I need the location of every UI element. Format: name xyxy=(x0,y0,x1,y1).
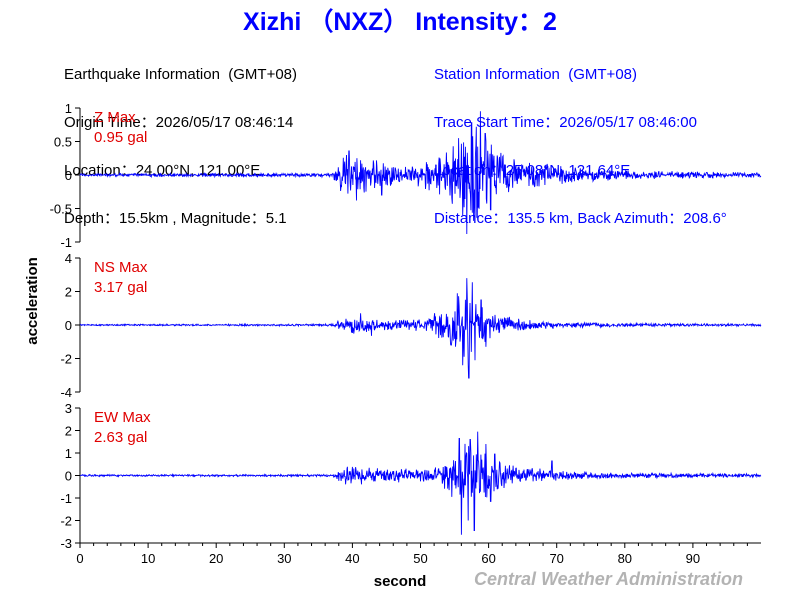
ew-y-tick-label: 0 xyxy=(65,469,72,484)
depth-magnitude: Depth：15.5km , Magnitude：5.1 xyxy=(64,210,287,227)
ew-waveform xyxy=(79,431,762,535)
ns-y-tick-label: 4 xyxy=(65,251,72,266)
distance-azimuth: Distance：135.5 km, Back Azimuth：208.6° xyxy=(434,210,727,227)
ew-y-tick-label: -2 xyxy=(60,514,72,529)
z-y-tick-label: 1 xyxy=(65,101,72,116)
ns-y-tick-label: 2 xyxy=(65,285,72,300)
ew-max-label: EW Max xyxy=(94,409,151,426)
x-axis-title: second xyxy=(374,573,427,590)
ew-y-tick-label: 3 xyxy=(65,401,72,416)
ns-y-tick-label: -4 xyxy=(60,385,72,400)
x-tick-label: 70 xyxy=(549,551,563,566)
ew-max-value: 2.63 gal xyxy=(94,429,147,446)
ew-y-tick-label: 2 xyxy=(65,424,72,439)
ew-y-tick-label: -3 xyxy=(60,536,72,551)
x-tick-label: 20 xyxy=(209,551,223,566)
ns-max-value: 3.17 gal xyxy=(94,279,147,296)
x-tick-label: 80 xyxy=(618,551,632,566)
x-tick-label: 50 xyxy=(413,551,427,566)
z-y-tick-label: 0 xyxy=(65,168,72,183)
ns-y-tick-label: -2 xyxy=(60,352,72,367)
z-y-tick-label: -0.5 xyxy=(50,202,72,217)
station-info-heading: Station Information (GMT+08) xyxy=(434,66,637,83)
z-max-value: 0.95 gal xyxy=(94,129,147,146)
earthquake-info-heading: Earthquake Information (GMT+08) xyxy=(64,66,298,83)
trace-start-time: Trace Start Time：2026/05/17 08:46:00 xyxy=(434,114,697,131)
x-tick-label: 60 xyxy=(481,551,495,566)
ns-y-tick-label: 0 xyxy=(65,318,72,333)
ew-y-tick-label: 1 xyxy=(65,446,72,461)
chart-title: Xizhi （NXZ） Intensity：2 xyxy=(243,8,557,36)
ew-y-tick-label: -1 xyxy=(60,491,72,506)
origin-time: Origin Time：2026/05/17 08:46:14 xyxy=(64,114,294,131)
x-tick-label: 40 xyxy=(345,551,359,566)
y-axis-title: acceleration xyxy=(24,257,41,345)
z-y-tick-label: -1 xyxy=(60,235,72,250)
x-tick-label: 0 xyxy=(76,551,83,566)
x-tick-label: 30 xyxy=(277,551,291,566)
z-max-label: Z Max xyxy=(94,109,136,126)
x-tick-label: 90 xyxy=(686,551,700,566)
x-tick-label: 10 xyxy=(141,551,155,566)
z-waveform xyxy=(79,111,762,235)
z-y-tick-label: 0.5 xyxy=(54,135,72,150)
credit-text: Central Weather Administration xyxy=(474,569,744,589)
ns-waveform xyxy=(79,278,762,379)
ns-max-label: NS Max xyxy=(94,259,148,276)
